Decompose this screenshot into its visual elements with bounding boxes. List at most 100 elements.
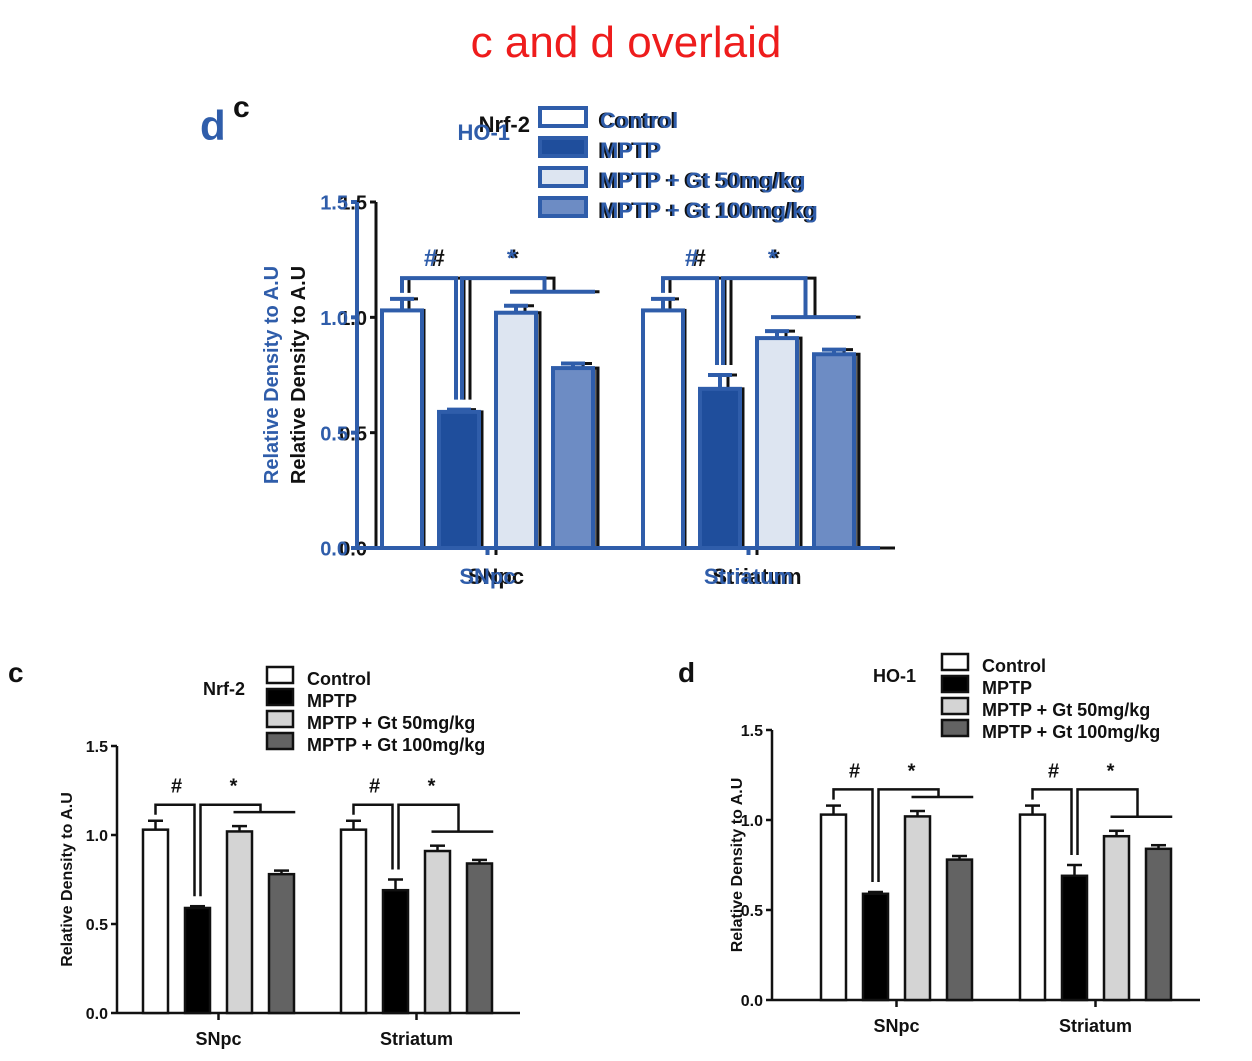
c-significance-bracket [199,803,262,897]
overlay-c-legend-label: MPTP + Gt 50mg/kg [598,168,804,193]
overlay-d-significance-bracket [400,276,458,400]
d-significance-bracket [1076,788,1139,855]
overlay-d-legend-swatch [538,166,588,188]
d-bar [945,858,974,1002]
d-bar [861,892,890,1002]
c-bar [339,828,368,1015]
overlay-d-chart-title: HO-1 [457,120,510,145]
c-bar [267,872,296,1015]
c-bar [381,888,410,1015]
d-y-tick-label: 0.5 [741,903,763,920]
d-x-tick-label: Striatum [1059,1016,1132,1036]
overlay-d-legend-label: MPTP + Gt 50mg/kg [600,168,806,193]
c-significance-marker: # [171,776,182,798]
overlay-d-chart-group: d HO-1 Control MPTP MPTP + Gt 50mg/kg MPTP + … [200,102,880,589]
c-y-tick-label: 0.0 [86,1006,108,1023]
overlay-d-legend-swatch [538,136,588,158]
page-title: c and d overlaid [470,18,782,67]
overlay-d-legend-swatch [538,106,588,128]
overlay-c-legend-label: MPTP [598,138,659,163]
d-y-tick-label: 1.5 [741,723,763,740]
overlay-d-legend-label: MPTP + Gt 100mg/kg [600,198,818,223]
d-x-tick-label: SNpc [873,1016,919,1036]
c-legend-swatch [265,687,295,707]
overlay-d-significance-bracket [460,276,547,400]
d-significance-marker: # [849,760,860,782]
c-significance-bracket [352,803,394,870]
d-legend-label: Control [982,656,1046,676]
c-legend-swatch [265,665,295,685]
d-bar [1018,813,1047,1002]
c-y-tick-label: 1.0 [86,828,108,845]
overlay-d-bar [755,336,799,550]
d-y-tick-label: 1.0 [741,813,763,830]
c-x-tick-label: Striatum [380,1029,453,1049]
d-legend-label: MPTP + Gt 50mg/kg [982,700,1150,720]
overlay-c-legend-label: MPTP + Gt 100mg/kg [598,198,816,223]
d-bar [1144,847,1173,1002]
d-significance-bracket [877,788,940,882]
d-significance-marker: * [908,760,916,782]
c-legend-swatch [265,731,295,751]
overlay-c-significance-marker: # [431,245,444,272]
overlay-c-significance-marker: * [770,245,780,272]
overlay-c-panel-letter: c [233,91,250,124]
d-bar [819,813,848,1002]
overlay-d-y-tick-label: 1.0 [320,308,348,330]
overlay-c-significance-marker: # [692,245,705,272]
overlay-c-y-axis-label: Relative Density to A.U [288,266,310,484]
c-legend-swatch [265,709,295,729]
c-x-tick-label: SNpc [195,1029,241,1049]
overlay-d-y-axis-label: Relative Density to A.U [261,266,283,484]
overlay-c-legend-label: Control [598,108,676,133]
c-y-axis-label: Relative Density to A.U [59,792,76,967]
c-legend-label: MPTP + Gt 100mg/kg [307,735,485,755]
d-y-axis-label: Relative Density to A.U [729,778,746,953]
overlay-d-significance-bracket [661,276,719,365]
c-bar [141,828,170,1015]
c-significance-marker: # [369,776,380,798]
overlay-d-legend-label: MPTP [600,138,661,163]
overlay-d-legend-swatch [538,196,588,218]
d-significance-marker: # [1048,760,1059,782]
overlay-d-bar [437,409,481,551]
c-legend-label: MPTP + Gt 50mg/kg [307,713,475,733]
overlay-d-legend-label: Control [600,108,678,133]
d-legend-swatch [940,696,970,716]
overlay-d-x-tick-label: SNpc [459,564,515,589]
overlay-c-chart-title: Nrf-2 [479,112,530,137]
d-y-tick-label: 0.0 [741,993,763,1010]
overlay-d-significance-bracket [721,276,808,365]
c-legend-label: Control [307,669,371,689]
c-significance-bracket [154,803,196,897]
overlay-d-significance-marker: # [424,245,437,272]
overlay-c-significance-marker: * [509,245,519,272]
d-bar [1102,834,1131,1002]
d-bar [1060,874,1089,1002]
d-legend-swatch [940,718,970,738]
c-bar [423,849,452,1015]
d-chart-title: HO-1 [873,666,916,686]
c-legend-label: MPTP [307,691,357,711]
overlay-d-significance-marker: * [768,245,778,272]
c-panel-letter: c [8,657,24,688]
overlay-d-bar [698,386,742,550]
d-significance-bracket [1031,788,1073,855]
overlay-d-x-tick-label: Striatum [704,564,793,589]
overlay-d-y-tick-label: 1.5 [320,193,348,215]
overlay-d-bar [641,308,685,550]
d-panel-letter: d [678,657,695,688]
d-legend-swatch [940,674,970,694]
overlay-c-x-tick-label: Striatum [712,564,801,589]
overlay-d-bar [812,352,856,550]
overlay-c-x-tick-label: SNpc [468,564,524,589]
overlay-chart: c Nrf-2 Control MPTP MPTP + Gt 50mg/kg MPTP +… [200,91,895,589]
c-significance-marker: * [428,776,436,798]
c-significance-bracket [397,803,460,870]
overlay-d-bar [380,308,424,550]
d-legend-label: MPTP + Gt 100mg/kg [982,722,1160,742]
